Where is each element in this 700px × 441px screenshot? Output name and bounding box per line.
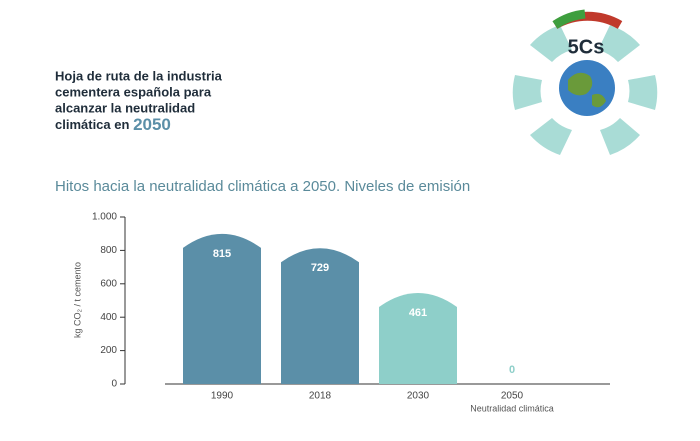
x-tick-label: 2030 <box>407 391 430 402</box>
x-tick-label: 2018 <box>309 391 332 402</box>
value-label: 461 <box>409 307 427 319</box>
header-line: alcanzar la neutralidad <box>55 100 195 115</box>
value-label: 729 <box>311 262 329 274</box>
logo-ring <box>512 25 658 155</box>
logo: 5Cs <box>512 9 658 155</box>
chart-title: Hitos hacia la neutralidad climática a 2… <box>55 178 470 195</box>
y-tick-label: 600 <box>100 278 117 289</box>
y-tick-label: 800 <box>100 245 117 256</box>
bar <box>281 248 359 384</box>
y-tick-label: 0 <box>111 379 117 390</box>
value-label: 0 <box>509 364 515 376</box>
y-tick-label: 1.000 <box>92 212 117 223</box>
logo-text: 5Cs <box>568 36 605 58</box>
value-label: 815 <box>213 248 231 260</box>
header-line: climática en 2050 <box>55 115 171 134</box>
header-text: climática en <box>55 117 129 132</box>
x-tick-label: 1990 <box>211 391 234 402</box>
header-year: 2050 <box>133 115 171 134</box>
y-tick-label: 400 <box>100 312 117 323</box>
header-line: Hoja de ruta de la industria <box>55 68 223 83</box>
bar <box>379 293 457 384</box>
bar <box>183 233 261 384</box>
x-tick-label: 2050 <box>501 391 524 402</box>
y-tick-label: 200 <box>100 345 117 356</box>
logo-land <box>568 72 606 108</box>
x-tick-sublabel: Neutralidad climática <box>470 403 554 413</box>
header: Hoja de ruta de la industria cementera e… <box>55 68 223 134</box>
header-line: cementera española para <box>55 84 212 99</box>
logo-gauge <box>552 9 586 29</box>
y-axis-label: kg CO₂ / t cemento <box>72 262 82 338</box>
